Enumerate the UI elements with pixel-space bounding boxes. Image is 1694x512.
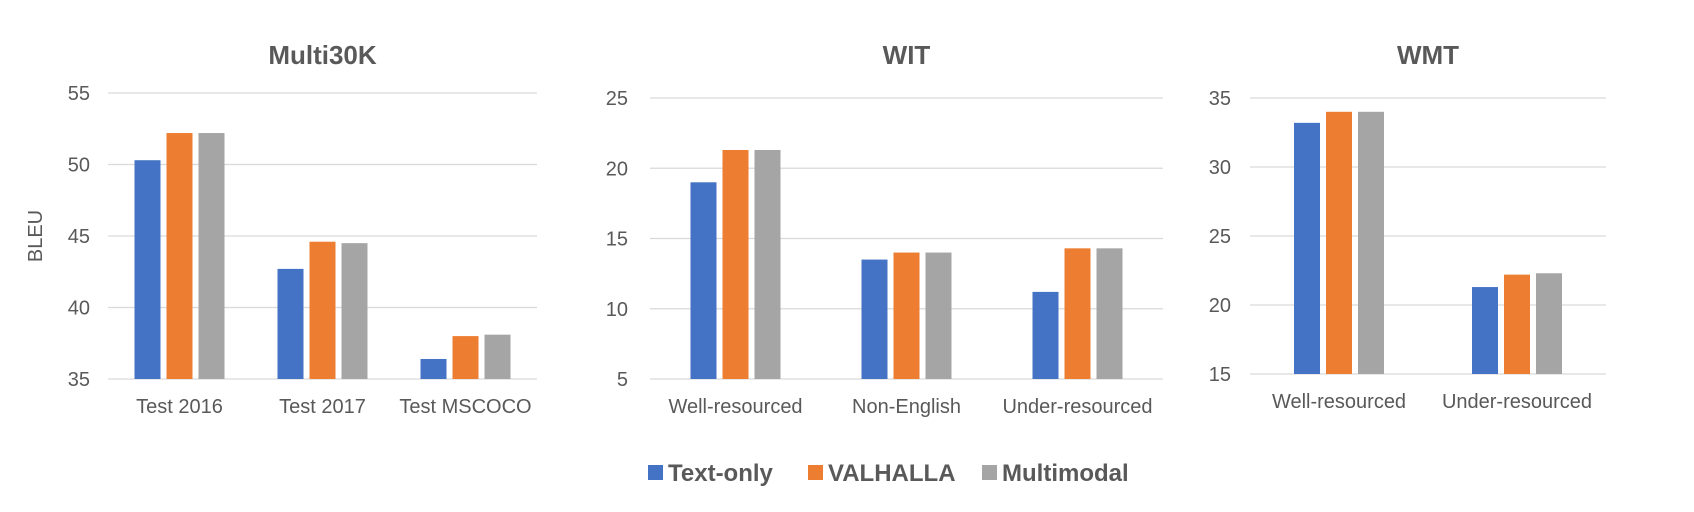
- bar-valhalla: [893, 252, 920, 379]
- legend-swatch: [982, 465, 997, 480]
- x-tick-label: Test 2016: [136, 396, 223, 418]
- bar-multimodal: [925, 252, 952, 379]
- bar-text-only: [690, 182, 717, 379]
- y-tick-label: 10: [606, 299, 628, 321]
- bar-multimodal: [1536, 273, 1562, 374]
- legend-label: Text-only: [668, 460, 774, 487]
- x-tick-label: Test 2017: [279, 396, 366, 418]
- y-tick-label: 45: [68, 226, 90, 248]
- y-tick-label: 30: [1209, 157, 1231, 179]
- bar-valhalla: [722, 149, 749, 379]
- chart-title: WMT: [1397, 40, 1459, 70]
- y-tick-label: 15: [1209, 364, 1231, 386]
- bar-multimodal: [484, 334, 511, 379]
- legend: Text-only VALHALLA Multimodal: [648, 460, 1129, 487]
- chart-panel-0: Multi30K 35 40 45 50 55 BLEU Test 2016 Test 2017…: [25, 40, 537, 418]
- bar-text-only: [1032, 291, 1059, 379]
- bar-multimodal: [1358, 111, 1384, 375]
- legend-swatch: [808, 465, 823, 480]
- y-tick-label: 40: [68, 298, 90, 320]
- chart-title: Multi30K: [268, 40, 377, 70]
- y-tick-label: 5: [617, 369, 628, 391]
- bar-valhalla: [309, 241, 336, 379]
- bar-multimodal: [341, 243, 368, 379]
- y-tick-label: 55: [68, 83, 90, 105]
- chart-title: WIT: [883, 40, 931, 70]
- bar-multimodal: [754, 149, 781, 379]
- y-tick-label: 25: [606, 88, 628, 110]
- legend-label: Multimodal: [1002, 460, 1129, 487]
- bar-multimodal: [198, 133, 225, 379]
- bar-text-only: [420, 358, 447, 379]
- bar-multimodal: [1096, 248, 1123, 379]
- y-tick-label: 25: [1209, 226, 1231, 248]
- x-tick-label: Test MSCOCO: [399, 396, 531, 418]
- chart-panel-1: WIT 5 10 15 20 25 Well-resourced Non-English Und…: [606, 40, 1163, 418]
- bar-text-only: [277, 268, 304, 379]
- x-tick-label: Under-resourced: [1442, 391, 1592, 413]
- y-tick-label: 15: [606, 229, 628, 251]
- bar-valhalla: [1326, 111, 1352, 375]
- bar-valhalla: [1504, 274, 1530, 374]
- bar-valhalla: [452, 336, 479, 379]
- y-tick-label: 20: [606, 158, 628, 180]
- y-tick-label: 20: [1209, 295, 1231, 317]
- bar-text-only: [1294, 122, 1320, 374]
- x-tick-label: Well-resourced: [668, 396, 802, 418]
- legend-swatch: [648, 465, 663, 480]
- y-axis-label: BLEU: [25, 210, 47, 262]
- y-tick-label: 35: [1209, 88, 1231, 110]
- bar-valhalla: [166, 133, 193, 379]
- bar-text-only: [134, 160, 161, 379]
- x-tick-label: Well-resourced: [1272, 391, 1406, 413]
- bar-text-only: [861, 259, 888, 379]
- chart-panel-2: WMT 15 20 25 30 35 Well-resourced Under-resourc…: [1209, 40, 1606, 413]
- x-tick-label: Non-English: [852, 396, 961, 418]
- bar-valhalla: [1064, 248, 1091, 379]
- bar-text-only: [1472, 287, 1498, 374]
- legend-label: VALHALLA: [828, 460, 956, 487]
- x-tick-label: Under-resourced: [1002, 396, 1152, 418]
- y-tick-label: 35: [68, 369, 90, 391]
- y-tick-label: 50: [68, 155, 90, 177]
